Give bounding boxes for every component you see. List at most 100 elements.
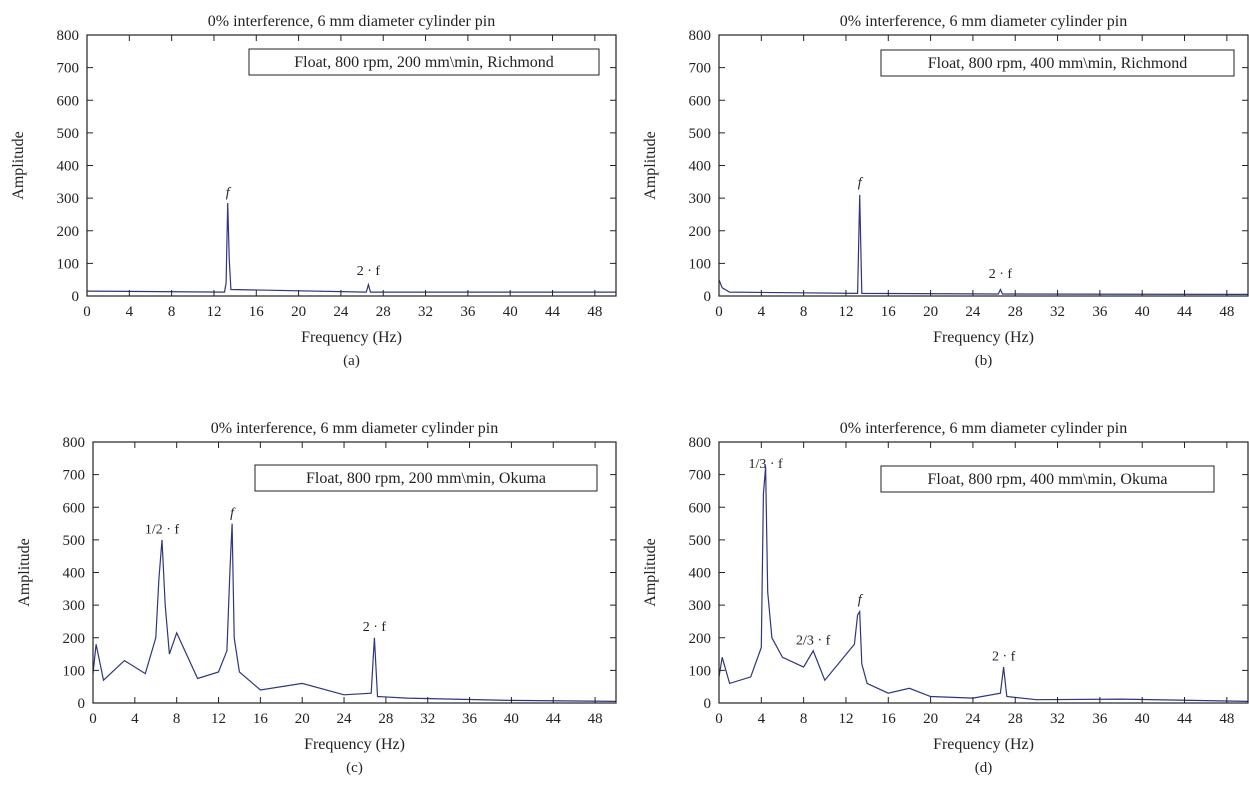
y-tick-label: 800 [63, 435, 86, 451]
legend-box [880, 465, 1215, 493]
y-tick-label: 100 [689, 663, 712, 679]
y-axis-label: Amplitude [642, 538, 659, 606]
spectrum-series-line [86, 202, 616, 293]
x-tick-label: 44 [545, 304, 561, 320]
x-tick-label: 8 [168, 304, 176, 320]
y-tick-label: 800 [689, 28, 712, 44]
y-tick-label: 600 [63, 500, 86, 516]
peak-annotation: f [230, 506, 236, 521]
x-tick-label: 8 [173, 711, 181, 727]
x-tick-label: 28 [1008, 711, 1023, 727]
chart-title: 0% interference, 6 mm diameter cylinder … [211, 420, 498, 437]
y-tick-label: 200 [689, 631, 712, 647]
y-tick-label: 400 [689, 566, 712, 582]
spectrum-series-line [92, 523, 617, 702]
spectrum-series-line [718, 466, 1249, 702]
peak-annotation: f [858, 176, 864, 191]
x-tick-label: 16 [253, 711, 269, 727]
x-tick-label: 4 [131, 711, 139, 727]
y-tick-label: 100 [689, 256, 712, 272]
peak-annotation: 2/3 · f [796, 633, 831, 648]
x-tick-label: 12 [838, 711, 853, 727]
y-tick-label: 0 [72, 289, 80, 305]
y-axis-label: Amplitude [16, 538, 33, 606]
x-tick-label: 32 [1050, 304, 1065, 320]
x-tick-label: 28 [376, 304, 391, 320]
peak-annotation: f [858, 592, 864, 607]
x-tick-label: 0 [83, 304, 91, 320]
y-tick-label: 300 [57, 191, 80, 207]
x-tick-label: 36 [1092, 711, 1108, 727]
x-tick-label: 32 [420, 711, 435, 727]
panel-caption: (c) [346, 760, 363, 776]
x-tick-label: 40 [1135, 304, 1150, 320]
legend-text: Float, 800 rpm, 400 mm\min, Okuma [928, 471, 1168, 488]
peak-annotation: f [226, 185, 232, 200]
x-axis-label: Frequency (Hz) [933, 736, 1034, 753]
y-tick-label: 200 [63, 631, 86, 647]
y-tick-label: 400 [57, 159, 80, 175]
panel-caption: (a) [343, 353, 360, 369]
peak-annotation: 2 · f [357, 264, 381, 279]
peak-annotation: 2 · f [363, 620, 387, 635]
y-tick-label: 200 [689, 224, 712, 240]
spectrum-series-line [718, 194, 1249, 295]
panel-a: 0% interference, 6 mm diameter cylinder … [10, 13, 617, 369]
x-tick-label: 12 [838, 304, 853, 320]
chart-title: 0% interference, 6 mm diameter cylinder … [208, 13, 495, 30]
y-tick-label: 200 [57, 224, 80, 240]
peak-annotation: 1/3 · f [748, 457, 783, 472]
x-tick-label: 16 [881, 711, 897, 727]
y-tick-label: 700 [689, 61, 712, 77]
x-tick-label: 48 [1219, 304, 1234, 320]
panel-d: 0% interference, 6 mm diameter cylinder … [642, 420, 1249, 776]
x-tick-label: 40 [504, 711, 519, 727]
x-tick-label: 44 [546, 711, 562, 727]
y-tick-label: 0 [704, 696, 712, 712]
x-tick-label: 16 [249, 304, 265, 320]
x-tick-label: 48 [588, 711, 603, 727]
x-tick-label: 48 [587, 304, 602, 320]
x-tick-label: 20 [923, 711, 938, 727]
x-tick-label: 36 [462, 711, 478, 727]
peak-annotation: 2 · f [992, 650, 1016, 665]
peak-annotation: 1/2 · f [145, 522, 180, 537]
x-tick-label: 4 [758, 304, 766, 320]
x-tick-label: 36 [460, 304, 476, 320]
y-tick-label: 500 [689, 533, 712, 549]
x-tick-label: 28 [378, 711, 393, 727]
y-tick-label: 400 [63, 566, 86, 582]
x-tick-label: 24 [965, 304, 981, 320]
x-axis-label: Frequency (Hz) [304, 736, 405, 753]
x-tick-label: 20 [291, 304, 306, 320]
x-tick-label: 44 [1177, 304, 1193, 320]
x-axis-label: Frequency (Hz) [301, 329, 402, 346]
y-tick-label: 600 [689, 93, 712, 109]
x-tick-label: 36 [1092, 304, 1108, 320]
y-tick-label: 600 [689, 500, 712, 516]
legend-text: Float, 800 rpm, 200 mm\min, Richmond [294, 54, 554, 71]
x-tick-label: 0 [89, 711, 97, 727]
y-tick-label: 800 [689, 435, 712, 451]
y-axis-label: Amplitude [642, 131, 659, 199]
x-tick-label: 28 [1008, 304, 1023, 320]
x-tick-label: 0 [715, 304, 723, 320]
chart-title: 0% interference, 6 mm diameter cylinder … [840, 420, 1127, 437]
legend-box [254, 464, 598, 492]
legend-box [248, 48, 600, 76]
y-tick-label: 600 [57, 93, 80, 109]
y-tick-label: 500 [689, 126, 712, 142]
y-tick-label: 300 [689, 191, 712, 207]
x-tick-label: 24 [337, 711, 353, 727]
x-tick-label: 24 [965, 711, 981, 727]
x-tick-label: 16 [881, 304, 897, 320]
y-axis-label: Amplitude [10, 131, 27, 199]
y-tick-label: 700 [63, 468, 86, 484]
x-tick-label: 48 [1219, 711, 1234, 727]
y-tick-label: 0 [704, 289, 712, 305]
x-tick-label: 24 [333, 304, 349, 320]
y-tick-label: 700 [57, 61, 80, 77]
chart-title: 0% interference, 6 mm diameter cylinder … [840, 13, 1127, 30]
y-tick-label: 0 [78, 696, 86, 712]
